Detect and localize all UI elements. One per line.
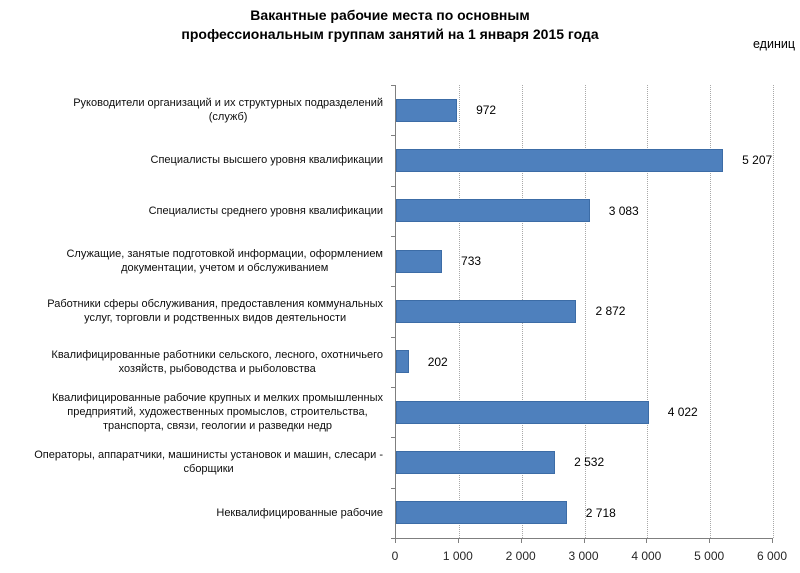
x-axis-tick — [457, 538, 459, 543]
value-label: 2 872 — [595, 304, 626, 319]
category-label-row: Специалисты высшего уровня квалификации — [0, 135, 389, 185]
category-label: Квалифицированные рабочие крупных и мелк… — [51, 392, 383, 433]
x-axis-tick-label: 6 000 — [756, 549, 788, 563]
value-label: 2 532 — [574, 455, 605, 470]
x-axis-tick — [395, 538, 396, 543]
bar — [396, 400, 649, 424]
bar-row: 4 022 — [396, 387, 773, 437]
y-axis-tick — [391, 235, 395, 237]
x-axis-tick — [772, 538, 773, 543]
value-label: 972 — [476, 103, 497, 118]
gridline — [584, 85, 586, 538]
bar-row: 202 — [396, 337, 773, 387]
category-label: Руководители организаций и их структурны… — [73, 97, 383, 124]
y-axis-tick — [391, 185, 395, 187]
x-axis-tick — [520, 538, 522, 543]
bar — [396, 450, 556, 474]
category-label-row: Неквалифицированные рабочие — [0, 488, 389, 538]
x-axis-tick-label: 0 — [391, 549, 399, 563]
bar-row: 733 — [396, 236, 773, 286]
y-axis-tick — [391, 85, 395, 86]
category-axis-labels: Руководители организаций и их структурны… — [0, 85, 389, 538]
units-label: единиц — [753, 37, 795, 51]
bar — [396, 199, 590, 223]
bar — [396, 299, 577, 323]
y-axis-tick — [391, 487, 395, 489]
category-label: Специалисты высшего уровня квалификации — [150, 154, 384, 167]
bar — [396, 98, 458, 122]
category-label: Неквалифицированные рабочие — [216, 506, 383, 519]
category-label: Квалифицированные работники сельского, л… — [51, 348, 383, 375]
category-label-row: Руководители организаций и их структурны… — [0, 85, 389, 135]
value-label: 4 022 — [667, 405, 698, 420]
bar-row: 5 207 — [396, 135, 773, 185]
category-label-row: Специалисты среднего уровня квалификации — [0, 186, 389, 236]
category-label-row: Квалифицированные рабочие крупных и мелк… — [0, 387, 389, 437]
value-label: 2 718 — [585, 505, 616, 520]
category-label: Служащие, занятые подготовкой информации… — [66, 248, 383, 275]
bar-row: 2 872 — [396, 286, 773, 336]
y-axis-ticks — [391, 85, 395, 539]
y-axis-tick — [391, 538, 395, 539]
chart-title-line2: профессиональным группам занятий на 1 ян… — [181, 26, 599, 42]
bar-row: 3 083 — [396, 186, 773, 236]
gridline — [647, 85, 649, 538]
bar — [396, 350, 409, 374]
value-label: 733 — [461, 254, 482, 269]
category-label-row: Работники сферы обслуживания, предоставл… — [0, 286, 389, 336]
y-axis-tick — [391, 386, 395, 388]
y-axis-tick — [391, 286, 395, 288]
value-label: 5 207 — [742, 153, 773, 168]
category-label: Операторы, аппаратчики, машинисты устано… — [34, 449, 383, 476]
x-axis: 0 1 000 2 000 3 000 4 000 5 000 6 000 — [391, 538, 787, 568]
bar — [396, 501, 567, 525]
category-label-row: Квалифицированные работники сельского, л… — [0, 337, 389, 387]
x-axis-tick-label: 1 000 — [442, 549, 473, 563]
x-axis-tick — [709, 538, 711, 543]
x-axis-tick-label: 3 000 — [568, 549, 599, 563]
category-label-row: Служащие, занятые подготовкой информации… — [0, 236, 389, 286]
bar-row: 972 — [396, 85, 773, 135]
category-label: Работники сферы обслуживания, предоставл… — [47, 298, 383, 325]
chart-title: Вакантные рабочие места по основным проф… — [10, 6, 770, 44]
category-label: Специалисты среднего уровня квалификации — [148, 204, 383, 217]
gridline — [710, 85, 712, 538]
bar-row: 2 532 — [396, 437, 773, 487]
x-axis-tick — [583, 538, 585, 543]
bar — [396, 249, 443, 273]
plot-area: 972 5 207 3 083 733 2 872 202 4 022 2 532 2 718 — [395, 85, 774, 539]
x-axis-tick-label: 2 000 — [505, 549, 536, 563]
value-label: 3 083 — [608, 203, 639, 218]
bar — [396, 148, 724, 172]
chart-title-line1: Вакантные рабочие места по основным — [250, 7, 530, 23]
x-axis-tick-label: 5 000 — [694, 549, 725, 563]
bar-rows: 972 5 207 3 083 733 2 872 202 4 022 2 532 2 718 — [396, 85, 773, 538]
y-axis-tick — [391, 336, 395, 338]
bar-row: 2 718 — [396, 488, 773, 538]
y-axis-tick — [391, 135, 395, 137]
gridline — [773, 85, 774, 538]
x-axis-tick-label: 4 000 — [631, 549, 662, 563]
category-label-row: Операторы, аппаратчики, машинисты устано… — [0, 437, 389, 487]
y-axis-tick — [391, 437, 395, 439]
value-label: 202 — [427, 354, 448, 369]
x-axis-tick — [646, 538, 648, 543]
